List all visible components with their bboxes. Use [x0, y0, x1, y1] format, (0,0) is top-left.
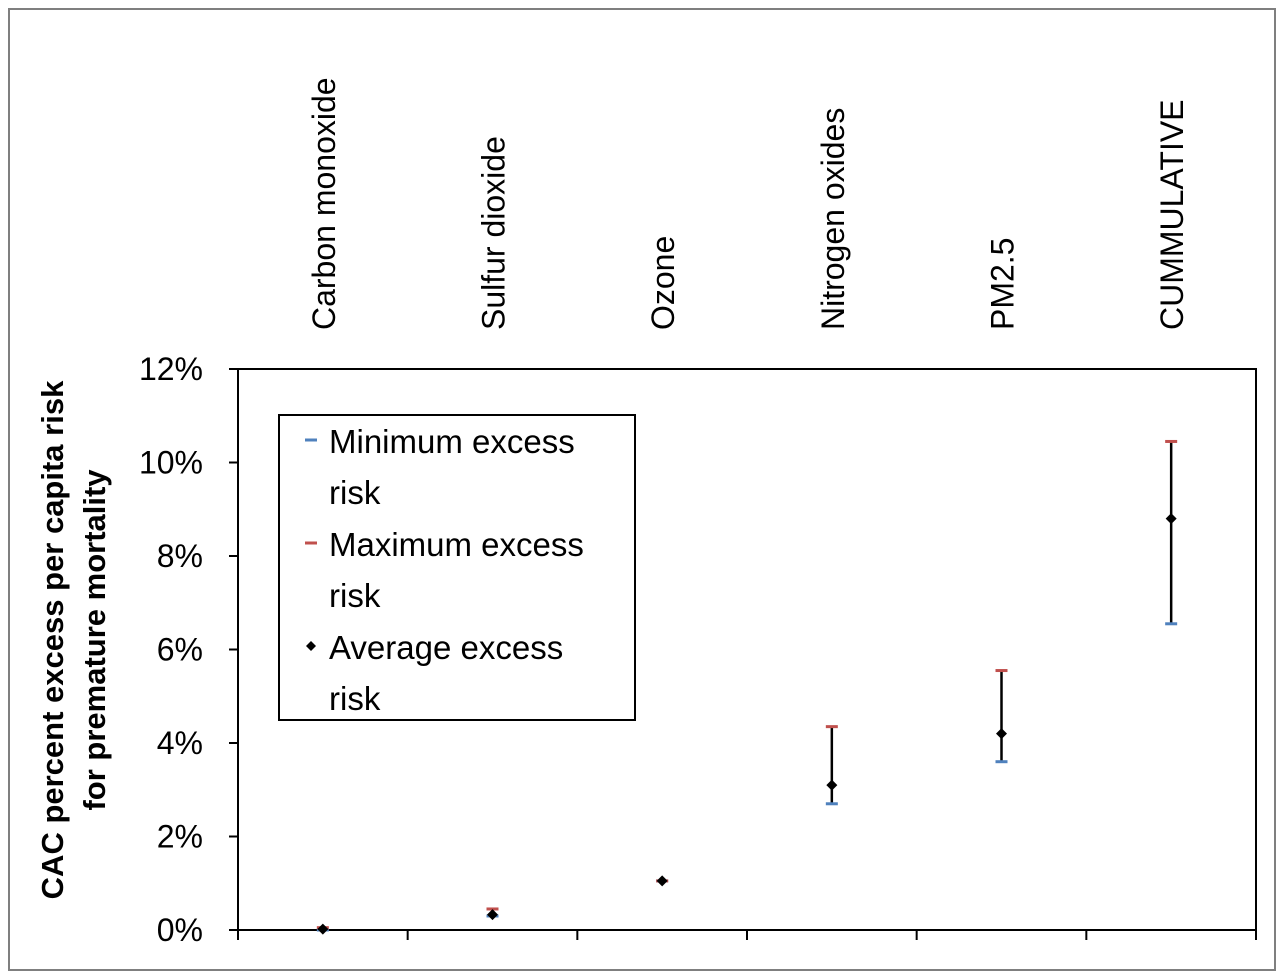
category-label: PM2.5	[985, 238, 1021, 330]
legend: Minimum excess risk Maximum excess risk …	[278, 414, 636, 721]
legend-average-label-2: risk	[329, 680, 381, 717]
y-axis-title: CAC percent excess per capita risk for p…	[35, 380, 112, 899]
y-tick-label: 6%	[157, 632, 203, 668]
legend-maximum-label-1: Maximum excess	[329, 526, 584, 563]
category-labels: Carbon monoxide Sulfur dioxide Ozone Nitrog…	[306, 77, 1190, 330]
average-marker	[317, 923, 329, 935]
category-label: Ozone	[645, 236, 681, 330]
legend-average-label-1: Average excess	[329, 629, 563, 666]
average-marker	[826, 779, 838, 791]
y-tick-label: 10%	[139, 445, 203, 481]
average-marker	[1165, 513, 1177, 525]
average-series	[317, 513, 1177, 935]
legend-box	[278, 414, 636, 721]
x-axis	[237, 930, 1257, 940]
category-label: Carbon monoxide	[306, 77, 342, 330]
y-axis-title-line-1: CAC percent excess per capita risk	[35, 380, 70, 899]
average-marker	[656, 875, 668, 887]
y-axis: 0% 2% 4% 6% 8% 10% 12%	[139, 351, 238, 948]
y-tick-label: 2%	[157, 819, 203, 855]
y-axis-title-line-2: for premature mortality	[77, 469, 112, 811]
legend-minimum-label-1: Minimum excess	[329, 423, 575, 460]
y-tick-label: 0%	[157, 912, 203, 948]
category-label: Sulfur dioxide	[476, 136, 512, 330]
y-tick-label: 4%	[157, 725, 203, 761]
legend-maximum-label-2: risk	[329, 577, 381, 614]
category-label: Nitrogen oxides	[815, 108, 851, 330]
average-marker	[487, 909, 498, 921]
legend-minimum-label-2: risk	[329, 474, 381, 511]
legend-average-marker	[306, 641, 316, 651]
average-marker	[996, 728, 1007, 740]
category-label: CUMMULATIVE	[1154, 99, 1190, 330]
y-tick-label: 12%	[139, 351, 203, 387]
y-tick-label: 8%	[157, 538, 203, 574]
chart-frame	[8, 8, 1276, 971]
